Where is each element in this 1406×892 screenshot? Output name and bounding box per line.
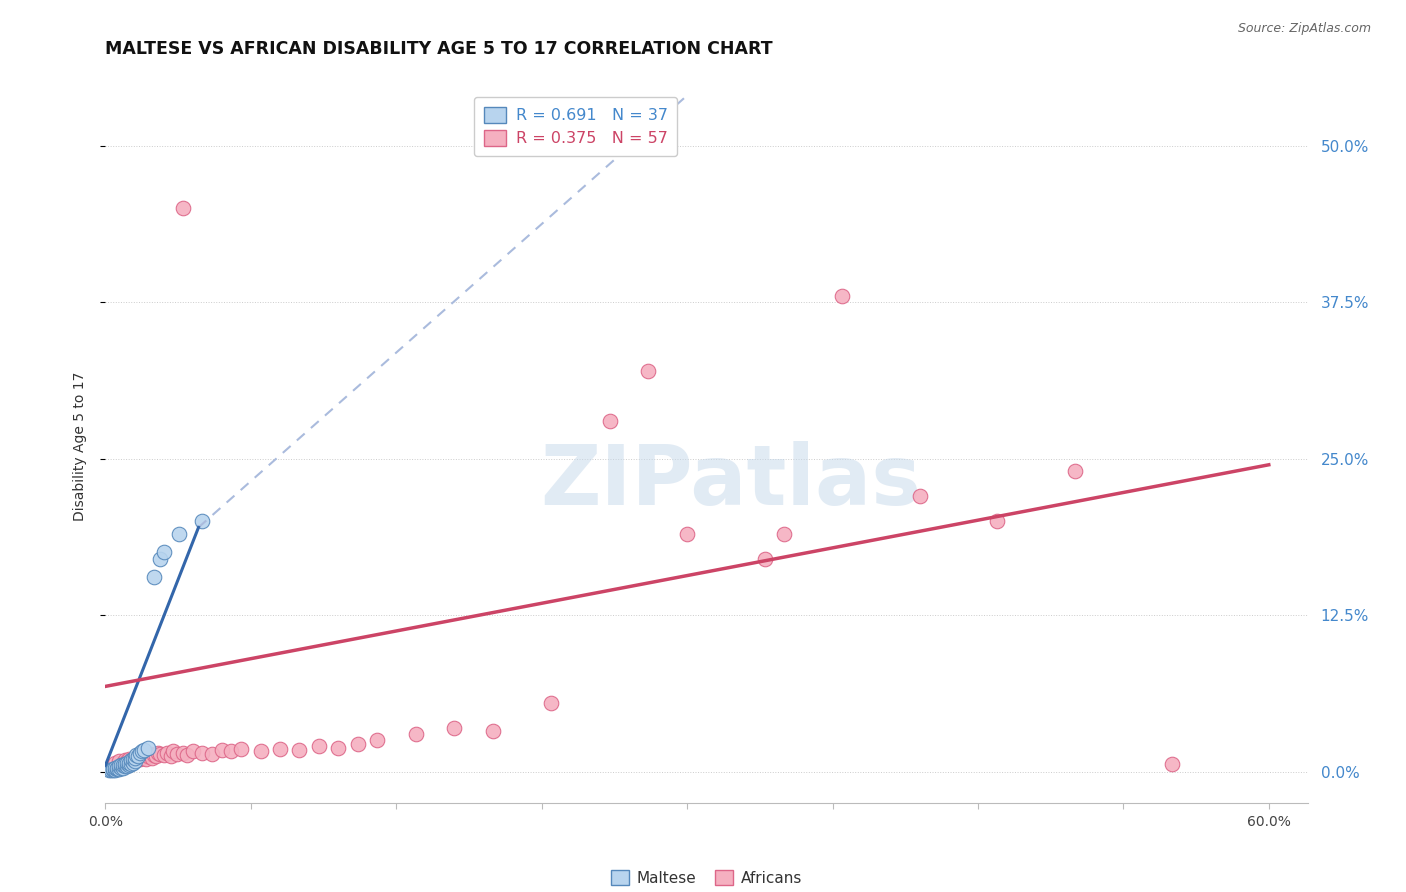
Point	[104, 756, 127, 770]
Point	[121, 752, 143, 766]
Point	[136, 749, 159, 764]
Point	[167, 526, 190, 541]
Point	[114, 753, 136, 767]
Point	[986, 514, 1008, 528]
Point	[540, 696, 562, 710]
Point	[136, 740, 159, 755]
Text: ZIPatlas: ZIPatlas	[540, 442, 921, 522]
Point	[114, 756, 136, 771]
Point	[149, 747, 172, 761]
Point	[131, 744, 153, 758]
Point	[114, 759, 136, 773]
Point	[176, 748, 198, 763]
Point	[98, 764, 121, 778]
Point	[152, 748, 174, 763]
Point	[326, 740, 349, 755]
Point	[249, 744, 271, 758]
Point	[118, 756, 141, 770]
Point	[134, 748, 156, 763]
Point	[1064, 464, 1087, 478]
Point	[120, 753, 142, 767]
Point	[120, 753, 142, 767]
Point	[108, 755, 131, 769]
Point	[100, 764, 122, 778]
Point	[166, 747, 188, 761]
Point	[754, 551, 776, 566]
Point	[181, 744, 204, 758]
Point	[405, 727, 427, 741]
Point	[482, 724, 505, 739]
Point	[156, 746, 179, 760]
Point	[1160, 756, 1182, 771]
Point	[269, 742, 291, 756]
Point	[160, 749, 183, 764]
Point	[105, 761, 128, 775]
Point	[152, 545, 174, 559]
Y-axis label: Disability Age 5 to 17: Disability Age 5 to 17	[73, 371, 87, 521]
Point	[104, 764, 127, 778]
Point	[676, 526, 699, 541]
Point	[366, 733, 388, 747]
Point	[139, 747, 162, 761]
Point	[111, 761, 134, 775]
Point	[125, 753, 148, 767]
Point	[110, 761, 132, 775]
Legend: Maltese, Africans: Maltese, Africans	[605, 864, 808, 892]
Point	[120, 756, 142, 771]
Point	[124, 755, 146, 769]
Point	[115, 759, 138, 773]
Point	[201, 747, 224, 761]
Point	[115, 756, 138, 770]
Point	[162, 744, 184, 758]
Point	[127, 749, 149, 764]
Point	[118, 752, 141, 766]
Point	[129, 752, 152, 766]
Point	[108, 762, 131, 776]
Point	[831, 289, 853, 303]
Point	[111, 756, 134, 770]
Point	[142, 570, 165, 584]
Point	[149, 551, 172, 566]
Point	[142, 748, 165, 763]
Point	[172, 201, 194, 215]
Point	[127, 749, 149, 764]
Point	[129, 746, 152, 760]
Point	[125, 748, 148, 763]
Point	[211, 743, 233, 757]
Point	[103, 764, 125, 778]
Point	[773, 526, 796, 541]
Point	[111, 758, 134, 772]
Point	[118, 758, 141, 772]
Point	[191, 746, 214, 760]
Point	[172, 746, 194, 760]
Point	[443, 721, 465, 735]
Point	[121, 756, 143, 770]
Point	[134, 743, 156, 757]
Point	[104, 761, 127, 775]
Text: Source: ZipAtlas.com: Source: ZipAtlas.com	[1237, 22, 1371, 36]
Point	[124, 750, 146, 764]
Point	[145, 749, 167, 764]
Point	[346, 737, 368, 751]
Point	[105, 762, 128, 776]
Point	[146, 746, 169, 760]
Point	[121, 752, 143, 766]
Text: MALTESE VS AFRICAN DISABILITY AGE 5 TO 17 CORRELATION CHART: MALTESE VS AFRICAN DISABILITY AGE 5 TO 1…	[105, 40, 773, 58]
Point	[637, 364, 659, 378]
Point	[131, 750, 153, 764]
Point	[908, 489, 931, 503]
Point	[108, 759, 131, 773]
Point	[221, 744, 243, 758]
Point	[191, 514, 214, 528]
Point	[103, 762, 125, 776]
Point	[135, 752, 157, 766]
Point	[231, 742, 253, 756]
Point	[288, 743, 311, 757]
Point	[110, 758, 132, 772]
Point	[141, 750, 163, 764]
Point	[308, 739, 330, 754]
Point	[115, 755, 138, 769]
Point	[599, 414, 621, 428]
Point	[124, 750, 146, 764]
